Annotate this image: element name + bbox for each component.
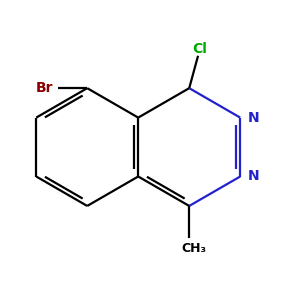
Text: N: N <box>248 169 259 184</box>
Text: Cl: Cl <box>192 42 207 56</box>
Text: CH₃: CH₃ <box>182 242 206 255</box>
Text: N: N <box>248 111 259 124</box>
Text: Br: Br <box>36 81 54 95</box>
